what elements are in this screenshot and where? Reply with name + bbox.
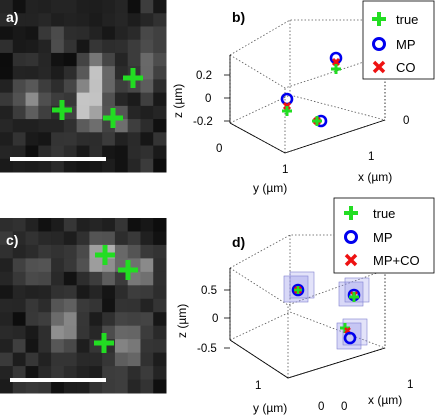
panel-b-true-marker xyxy=(282,106,292,116)
panel-d-label: d) xyxy=(232,234,245,250)
panel-b-y-tick: 0 xyxy=(216,143,222,155)
legend-co-label: CO xyxy=(396,60,416,75)
panel-a-image: a) xyxy=(0,0,167,173)
legend-true-label: true xyxy=(396,12,418,27)
panel-c-true-markers xyxy=(94,245,138,353)
panel-d-x-label: x (µm) xyxy=(368,393,402,407)
panel-a-scale-bar xyxy=(10,157,106,161)
panel-b-y-label: y (µm) xyxy=(253,181,287,195)
panel-d-x-tick: 1 xyxy=(407,379,413,391)
panel-b-true-marker xyxy=(312,116,322,126)
panel-b-mp-marker xyxy=(280,92,294,106)
panel-d-legend: true MP MP+CO xyxy=(333,197,435,274)
panel-d-markers xyxy=(291,283,361,345)
panel-d-x-tick: 0 xyxy=(341,401,347,413)
panel-b-legend: true MP CO xyxy=(362,0,435,80)
panel-b-x-tick: 0 xyxy=(403,115,409,127)
panel-d-y-tick: 1 xyxy=(255,380,261,392)
panel-d-z-tick: -0.5 xyxy=(197,343,217,355)
legend-true-label: true xyxy=(373,206,395,221)
panel-d-mp-marker xyxy=(291,283,305,297)
panel-b-true-marker xyxy=(331,64,341,74)
panel-d-true-marker xyxy=(349,292,359,302)
panel-b-z-tick: -0.2 xyxy=(193,116,213,128)
legend-mp-label: MP xyxy=(396,37,416,52)
legend-mp-label: MP xyxy=(373,230,393,245)
panel-d-true-marker xyxy=(294,286,302,294)
panel-c-image: c) xyxy=(0,218,167,394)
legend-mpco-icon xyxy=(344,253,358,267)
panel-a-true-markers xyxy=(52,68,143,128)
panel-d-z-tick: 0.5 xyxy=(201,285,217,297)
panel-a-label: a) xyxy=(6,9,18,25)
panel-d-z-label: z (µm) xyxy=(175,304,189,338)
legend-co-icon xyxy=(372,60,386,74)
panel-a-pixels xyxy=(0,0,167,173)
panel-d-z-tick: 0 xyxy=(212,313,218,325)
panel-b-markers xyxy=(280,51,343,128)
legend-mp-icon xyxy=(344,230,358,244)
panel-b-label: b) xyxy=(232,9,245,25)
legend-mpco-label: MP+CO xyxy=(373,253,420,268)
panel-b-z-tick: 0.2 xyxy=(196,70,212,82)
panel-d-mp-marker xyxy=(343,331,357,345)
panel-c-label: c) xyxy=(6,232,18,248)
panel-c-pixels xyxy=(0,218,167,394)
panel-b-z-tick: 0 xyxy=(205,93,211,105)
panel-b-x-label: x (µm) xyxy=(358,170,392,184)
panel-d-y-tick: 0 xyxy=(318,401,324,413)
panel-b-z-label: z (µm) xyxy=(171,84,185,118)
panel-d-y-label: y (µm) xyxy=(253,401,287,415)
panel-b-x-tick: 1 xyxy=(368,151,374,163)
panel-b-y-tick: 1 xyxy=(282,164,288,176)
panel-b-co-marker xyxy=(331,57,341,67)
panel-d-plot xyxy=(224,230,386,379)
panel-c-scale-bar xyxy=(10,378,106,382)
panel-b-plot xyxy=(224,19,386,154)
legend-true-icon xyxy=(372,12,386,26)
legend-true-icon xyxy=(344,206,358,220)
legend-mp-icon xyxy=(372,37,386,51)
